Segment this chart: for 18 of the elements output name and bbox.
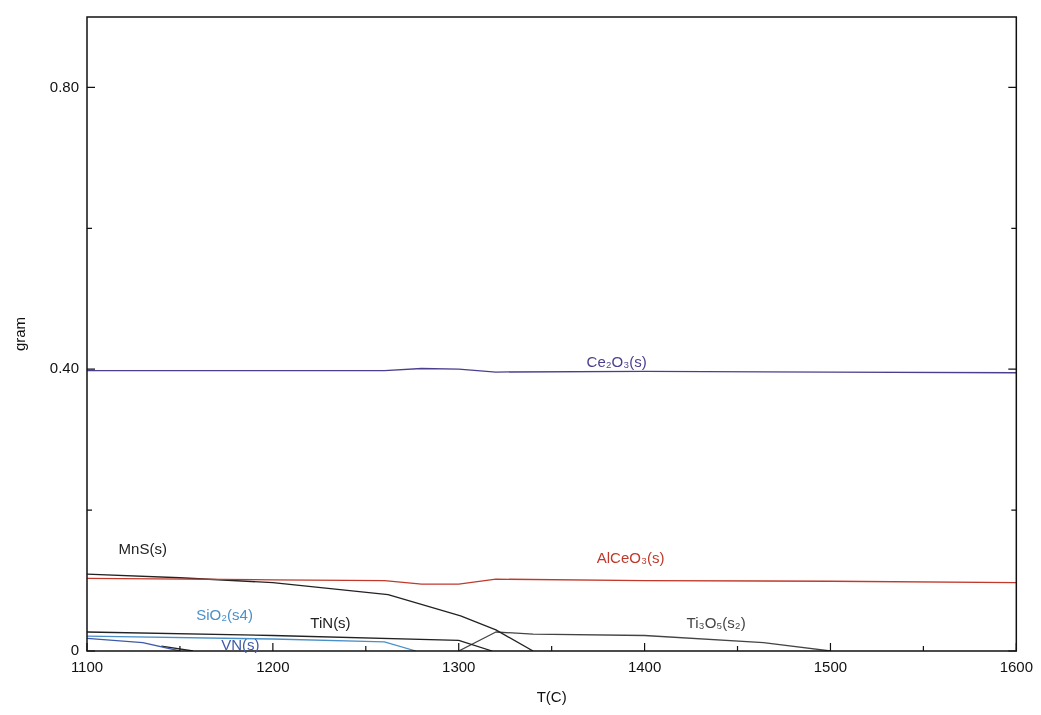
y-tick-label: 0.40 <box>49 359 79 377</box>
text: VN(s) <box>221 636 260 654</box>
x-tick-label: 1600 <box>999 658 1033 676</box>
x-axis-title: T(C) <box>536 688 567 706</box>
series-label: AlCeO₃(s) <box>596 549 665 567</box>
series-label: TiN(s) <box>310 613 351 631</box>
x-tick-label: 1200 <box>256 658 290 676</box>
y-axis-title: gram <box>11 316 29 352</box>
x-tick-label: 1400 <box>627 658 662 676</box>
series-label: Ti₃O₅(s₂) <box>686 613 746 631</box>
x-tick-label: 1100 <box>70 658 104 676</box>
series-label: Ce₂O₃(s) <box>586 352 647 370</box>
y-tick-label: 0 <box>70 641 79 659</box>
y-tick-label: 0.80 <box>49 77 79 95</box>
series-label: MnS(s) <box>118 539 167 557</box>
x-tick-label: 1300 <box>442 658 476 676</box>
series-label: SiO₂(s4) <box>196 606 253 624</box>
x-tick-label: 1500 <box>813 658 848 676</box>
